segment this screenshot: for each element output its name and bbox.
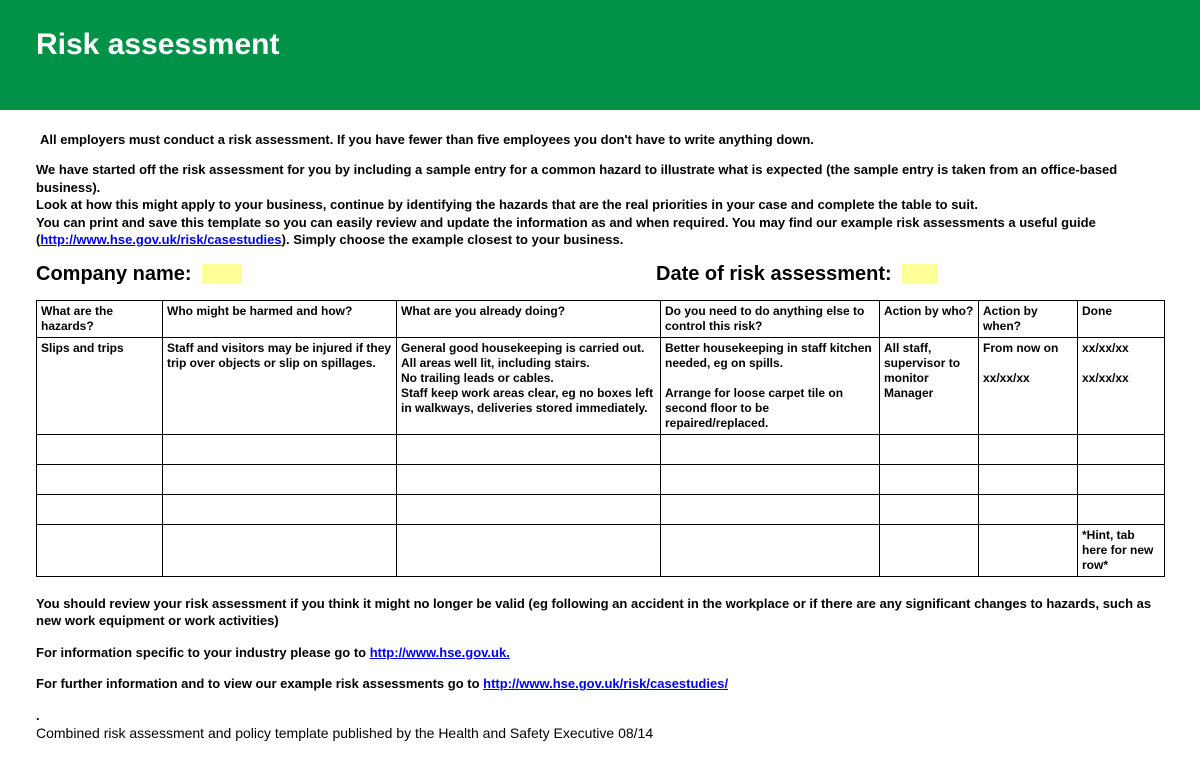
cell[interactable] — [1078, 434, 1165, 464]
cell[interactable] — [163, 494, 397, 524]
table-row[interactable] — [37, 464, 1165, 494]
cell[interactable] — [880, 434, 979, 464]
date-group: Date of risk assessment: — [656, 263, 938, 286]
cell[interactable] — [37, 494, 163, 524]
intro-p2-l2: Look at how this might apply to your bus… — [36, 197, 978, 212]
company-name-input[interactable] — [202, 264, 242, 284]
cell[interactable] — [37, 434, 163, 464]
cell[interactable] — [979, 494, 1078, 524]
page-title: Risk assessment — [36, 28, 1164, 62]
cell[interactable] — [163, 464, 397, 494]
assessment-date-label: Date of risk assessment: — [656, 263, 892, 286]
cell[interactable] — [979, 464, 1078, 494]
company-group: Company name: — [36, 263, 656, 286]
col-done-header: Done — [1078, 300, 1165, 337]
casestudies-link[interactable]: http://www.hse.gov.uk/risk/casestudies — [40, 232, 281, 247]
col-who-header: Who might be harmed and how? — [163, 300, 397, 337]
table-row[interactable] — [37, 434, 1165, 464]
hse-link[interactable]: http://www.hse.gov.uk. — [370, 645, 510, 660]
industry-line: For information specific to your industr… — [36, 644, 1164, 662]
cell[interactable] — [880, 524, 979, 576]
meta-row: Company name: Date of risk assessment: — [36, 263, 1164, 286]
col-actionwhen-header: Action by when? — [979, 300, 1078, 337]
document-body: All employers must conduct a risk assess… — [0, 110, 1200, 583]
footer-section: You should review your risk assessment i… — [0, 583, 1200, 761]
footer-dot: . — [36, 707, 1164, 725]
table-row[interactable] — [37, 494, 1165, 524]
cell-done[interactable]: xx/xx/xx xx/xx/xx — [1078, 337, 1165, 434]
further-pre: For further information and to view our … — [36, 676, 483, 691]
cell-hazards[interactable]: Slips and trips — [37, 337, 163, 434]
cell[interactable] — [397, 464, 661, 494]
review-note: You should review your risk assessment i… — [36, 595, 1164, 630]
col-hazards-header: What are the hazards? — [37, 300, 163, 337]
cell[interactable] — [979, 524, 1078, 576]
cell[interactable] — [1078, 464, 1165, 494]
risk-table: What are the hazards? Who might be harme… — [36, 300, 1165, 577]
cell[interactable] — [661, 434, 880, 464]
cell-doing[interactable]: General good housekeeping is carried out… — [397, 337, 661, 434]
cell[interactable] — [163, 524, 397, 576]
cell[interactable] — [661, 524, 880, 576]
header-banner: Risk assessment — [0, 0, 1200, 110]
cell[interactable] — [163, 434, 397, 464]
industry-pre: For information specific to your industr… — [36, 645, 370, 660]
cell-actionwho[interactable]: All staff, supervisor to monitor Manager — [880, 337, 979, 434]
hint-cell[interactable]: *Hint, tab here for new row* — [1078, 524, 1165, 576]
cell-actionwhen[interactable]: From now on xx/xx/xx — [979, 337, 1078, 434]
intro-p2-l4b: ). Simply choose the example closest to … — [282, 232, 624, 247]
cell[interactable] — [880, 494, 979, 524]
intro-paragraph: We have started off the risk assessment … — [36, 161, 1164, 249]
cell[interactable] — [397, 494, 661, 524]
further-line: For further information and to view our … — [36, 675, 1164, 693]
cell[interactable] — [37, 464, 163, 494]
cell[interactable] — [661, 464, 880, 494]
table-row[interactable]: *Hint, tab here for new row* — [37, 524, 1165, 576]
cell[interactable] — [1078, 494, 1165, 524]
col-doing-header: What are you already doing? — [397, 300, 661, 337]
cell[interactable] — [397, 434, 661, 464]
intro-p2-l3: You can print and save this template so … — [36, 215, 1096, 230]
casestudies-footer-link[interactable]: http://www.hse.gov.uk/risk/casestudies/ — [483, 676, 728, 691]
table-header-row: What are the hazards? Who might be harme… — [37, 300, 1165, 337]
table-row[interactable]: Slips and trips Staff and visitors may b… — [37, 337, 1165, 434]
intro-line-1: All employers must conduct a risk assess… — [40, 132, 1164, 147]
col-actionwho-header: Action by who? — [880, 300, 979, 337]
assessment-date-input[interactable] — [902, 264, 938, 284]
intro-p2-l1: We have started off the risk assessment … — [36, 162, 1117, 195]
cell[interactable] — [979, 434, 1078, 464]
cell[interactable] — [880, 464, 979, 494]
cell[interactable] — [661, 494, 880, 524]
cell[interactable] — [397, 524, 661, 576]
cell-else[interactable]: Better housekeeping in staff kitchen nee… — [661, 337, 880, 434]
cell-who[interactable]: Staff and visitors may be injured if the… — [163, 337, 397, 434]
publication-note: Combined risk assessment and policy temp… — [36, 724, 1164, 743]
col-else-header: Do you need to do anything else to contr… — [661, 300, 880, 337]
cell[interactable] — [37, 524, 163, 576]
company-name-label: Company name: — [36, 263, 192, 286]
